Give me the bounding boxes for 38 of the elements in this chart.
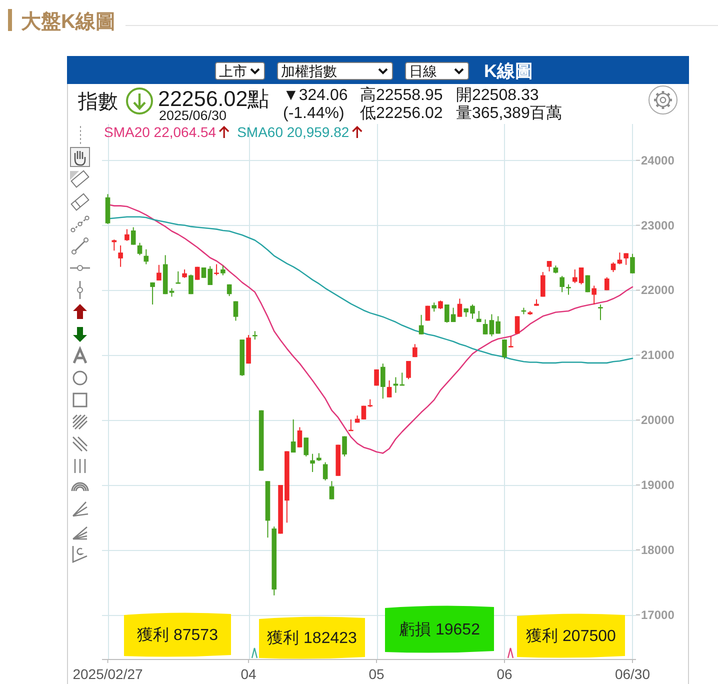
text: 低22256.02 [360, 105, 443, 122]
y-tick-label: 23000 [641, 218, 675, 232]
control-dropdown: 日線 [405, 62, 469, 80]
text: (-1.44%) [283, 105, 344, 122]
text: 指數 [77, 91, 118, 113]
chart-subtitle: K線圖 [484, 61, 533, 81]
page-heading: 大盤K線圖 [8, 9, 718, 33]
y-tick-label: 17000 [641, 608, 675, 622]
annotation-highlight: 獲利 182423 [259, 616, 365, 659]
y-tick-label: 19000 [641, 478, 675, 492]
control-dropdown: 上市 [215, 62, 265, 80]
annotation: 獲利 87573 [137, 626, 218, 644]
text: 2025/06/30 [159, 108, 227, 123]
text: SMA20 22,064.54 [104, 124, 216, 140]
x-tick-label: 06 [496, 666, 512, 682]
x-tick-label: 06/30 [614, 666, 650, 682]
annotation: 虧損 19652 [399, 620, 480, 638]
x-tick-label: 2025/02/27 [72, 666, 143, 682]
annotation: 獲利 207500 [526, 627, 616, 645]
y-tick-label: 21000 [641, 348, 675, 362]
y-tick-label: 20000 [641, 413, 675, 428]
text: 量365,389百萬 [456, 104, 562, 122]
text: 開22508.33 [456, 87, 539, 104]
x-tick-label: 04 [240, 666, 257, 682]
annotation-highlight: 獲利 87573 [124, 612, 231, 657]
control-dropdown: 加權指數 [277, 62, 393, 80]
text: 高22558.95 [360, 86, 443, 104]
text: SMA60 20,959.82 [237, 124, 350, 140]
text: 22256.02點 [158, 87, 270, 111]
y-tick-label: 24000 [641, 153, 675, 168]
y-tick-label: 22000 [641, 283, 675, 298]
x-tick-label: 05 [368, 666, 385, 682]
text: ▼324.06 [283, 87, 348, 104]
chart-title: 大盤K線圖 [21, 11, 116, 33]
annotation-highlight: 虧損 19652 [385, 606, 494, 653]
annotation-highlight: 獲利 207500 [517, 614, 625, 658]
y-tick-label: 18000 [641, 542, 675, 557]
annotation: 獲利 182423 [267, 629, 358, 647]
